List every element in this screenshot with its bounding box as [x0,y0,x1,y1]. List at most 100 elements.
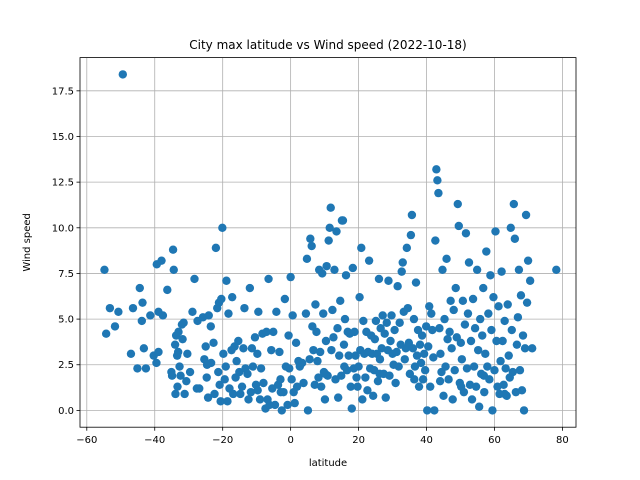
data-point [324,236,333,245]
data-point [341,271,351,280]
data-point [245,283,255,293]
data-point [447,344,456,353]
y-tick-label: 12.5 [52,178,74,189]
y-tick-label: 0.0 [58,406,74,417]
data-point [297,358,307,368]
data-point [471,382,481,391]
plot-frame [79,57,577,428]
x-tick-label: 20 [352,435,365,446]
data-point [498,336,507,346]
data-point [407,210,417,220]
data-point [520,344,530,353]
data-point [385,371,394,380]
data-point [487,325,496,335]
data-point [456,338,466,348]
data-point [322,261,331,271]
data-point [339,340,349,349]
data-point [280,294,290,304]
data-point [236,389,245,399]
data-point [290,398,299,408]
data-point [340,314,350,324]
data-point [253,349,262,358]
data-point [412,351,422,360]
data-point [246,387,256,397]
data-point [219,349,228,358]
data-point [255,395,265,404]
data-point [173,347,183,357]
data-point [141,364,151,373]
data-point [490,366,499,375]
data-point [277,406,286,415]
data-point [406,230,416,240]
data-point [169,265,178,274]
data-point [279,387,288,397]
data-point [468,294,478,304]
data-point [552,265,561,274]
data-point [270,400,280,410]
data-point [299,378,308,388]
data-point [414,382,424,391]
data-point [361,373,370,382]
data-point [217,294,226,304]
data-point [517,386,527,395]
data-point [250,333,260,342]
data-point [456,382,466,391]
data-point [434,188,443,198]
data-point [458,296,468,306]
data-point [464,258,474,267]
data-point [284,331,293,340]
data-point [398,258,407,267]
data-point [272,307,281,316]
data-point [417,331,427,340]
data-point [364,256,374,265]
data-point [426,382,435,391]
data-point [457,355,467,364]
data-point [432,165,441,174]
data-point [347,404,356,413]
data-point [513,313,523,322]
data-point [386,336,395,346]
data-point [446,296,455,306]
x-tick-label: −40 [144,435,165,446]
x-tick-label: 80 [556,435,569,446]
data-point [138,298,147,307]
data-point [500,389,509,399]
x-axis-label: latitude [309,458,347,469]
data-point [504,351,513,360]
data-point [375,369,384,379]
data-point [387,311,396,320]
data-point [453,199,462,209]
data-point [337,371,346,380]
data-point [423,406,432,415]
data-point [128,303,138,313]
data-point [167,371,177,380]
data-point [328,305,337,315]
data-point [247,344,257,353]
data-point [522,298,532,307]
data-point [336,296,345,306]
data-point [206,322,215,331]
data-point [510,234,520,243]
data-point [439,391,448,400]
data-point [195,384,204,393]
data-point [421,322,431,331]
data-point [256,364,266,373]
data-point [436,349,445,358]
data-point [527,344,537,353]
data-point [203,393,213,402]
data-point [489,292,498,302]
data-point [259,378,268,388]
data-point [180,389,189,399]
x-tick-label: −20 [212,435,233,446]
data-point [154,347,163,357]
data-point [254,307,263,316]
y-axis-ticks: 0.0 2.5 5.0 7.5 10.0 12.5 15.0 17.5 [52,86,80,417]
data-point [403,303,413,313]
data-point [179,318,188,327]
data-point [525,276,535,285]
data-point [375,355,385,364]
data-point [476,314,485,324]
data-point [463,309,473,318]
data-point [209,338,218,348]
